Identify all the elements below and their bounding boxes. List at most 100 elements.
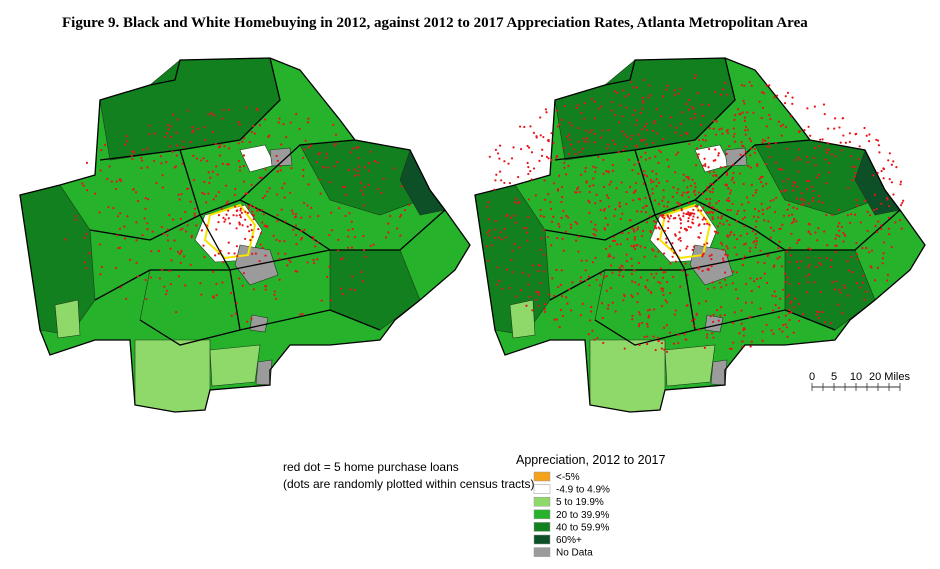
loan-dot <box>334 142 338 145</box>
loan-dot <box>862 274 865 277</box>
legend-swatch <box>533 522 551 532</box>
loan-dot <box>652 129 655 132</box>
loan-dot <box>641 107 644 110</box>
loan-dot <box>539 134 542 137</box>
loan-dot <box>625 260 628 263</box>
loan-dot <box>118 246 122 249</box>
loan-dot <box>263 194 267 198</box>
loan-dot <box>772 198 775 202</box>
loan-dot <box>98 211 101 214</box>
loan-dot <box>172 218 175 221</box>
loan-dot <box>494 236 497 239</box>
loan-dot <box>662 293 665 297</box>
loan-dot <box>597 155 600 159</box>
loan-dot <box>887 227 891 230</box>
loan-dot <box>682 179 685 182</box>
loan-dot <box>259 232 262 235</box>
loan-dot <box>834 117 837 120</box>
loan-dot <box>866 229 869 232</box>
loan-dot <box>732 127 735 130</box>
loan-dot <box>753 151 756 154</box>
loan-dot <box>284 252 287 255</box>
loan-dot <box>637 283 640 286</box>
loan-dot <box>645 128 649 132</box>
loan-dot <box>222 109 225 112</box>
loan-dot <box>846 214 849 217</box>
loan-dot <box>890 181 894 184</box>
loan-dot <box>605 247 608 251</box>
loan-dot <box>174 165 178 168</box>
loan-dot <box>728 223 731 226</box>
loan-dot <box>672 186 675 189</box>
loan-dot <box>197 127 200 131</box>
loan-dot <box>356 169 359 173</box>
loan-dot <box>511 249 514 252</box>
loan-dot <box>553 318 556 321</box>
loan-dot <box>600 302 604 305</box>
loan-dot <box>609 255 612 258</box>
loan-dot <box>207 171 210 174</box>
loan-dot <box>238 221 241 224</box>
loan-dot <box>743 102 746 105</box>
loan-dot <box>833 127 836 130</box>
loan-dot <box>679 222 682 225</box>
loan-dot <box>873 279 877 282</box>
loan-dot <box>260 176 263 179</box>
loan-dot <box>828 161 831 165</box>
loan-dot <box>333 165 336 168</box>
loan-dot <box>609 264 613 267</box>
loan-dot <box>351 147 354 150</box>
loan-dot <box>815 313 818 316</box>
loan-dot <box>643 246 647 249</box>
loan-dot <box>834 155 837 158</box>
loan-dot <box>747 165 750 168</box>
loan-dot <box>339 287 343 290</box>
loan-dot <box>702 252 705 255</box>
loan-dot <box>748 250 752 253</box>
loan-dot <box>856 204 859 207</box>
loan-dot <box>712 174 715 177</box>
loan-dot <box>224 218 227 221</box>
loan-dot <box>674 171 677 174</box>
loan-dot <box>808 273 811 276</box>
loan-dot <box>635 86 639 89</box>
loan-dot <box>618 270 621 273</box>
loan-dot <box>792 306 796 309</box>
loan-dot <box>837 303 840 306</box>
loan-dot <box>252 124 255 128</box>
loan-dot <box>669 124 672 127</box>
loan-dot <box>657 181 661 184</box>
loan-dot <box>629 138 632 141</box>
loan-dot <box>399 215 402 219</box>
loan-dot <box>632 113 635 117</box>
loan-dot <box>163 285 166 288</box>
loan-dot <box>761 185 765 188</box>
loan-dot <box>712 170 715 173</box>
loan-dot <box>203 192 206 196</box>
loan-dot <box>300 238 303 241</box>
loan-dot <box>899 204 903 207</box>
loan-dot <box>755 277 759 280</box>
loan-dot <box>689 226 692 229</box>
loan-dot <box>677 333 680 336</box>
loan-dot <box>692 190 695 194</box>
loan-dot <box>786 147 789 150</box>
loan-dot <box>526 161 529 165</box>
loan-dot <box>575 239 578 242</box>
loan-dot <box>537 304 540 307</box>
loan-dot <box>761 208 764 212</box>
loan-dot <box>714 133 718 136</box>
loan-dot <box>568 121 571 124</box>
loan-dot <box>605 170 608 173</box>
loan-dot <box>555 318 559 321</box>
loan-dot <box>841 312 844 315</box>
loan-dot <box>277 252 280 255</box>
loan-dot <box>330 229 334 232</box>
loan-dot <box>784 280 788 284</box>
loan-dot <box>567 216 570 219</box>
loan-dot <box>653 308 656 311</box>
loan-dot <box>606 307 610 310</box>
loan-dot <box>318 178 321 181</box>
loan-dot <box>569 223 572 226</box>
loan-dot <box>545 155 549 158</box>
